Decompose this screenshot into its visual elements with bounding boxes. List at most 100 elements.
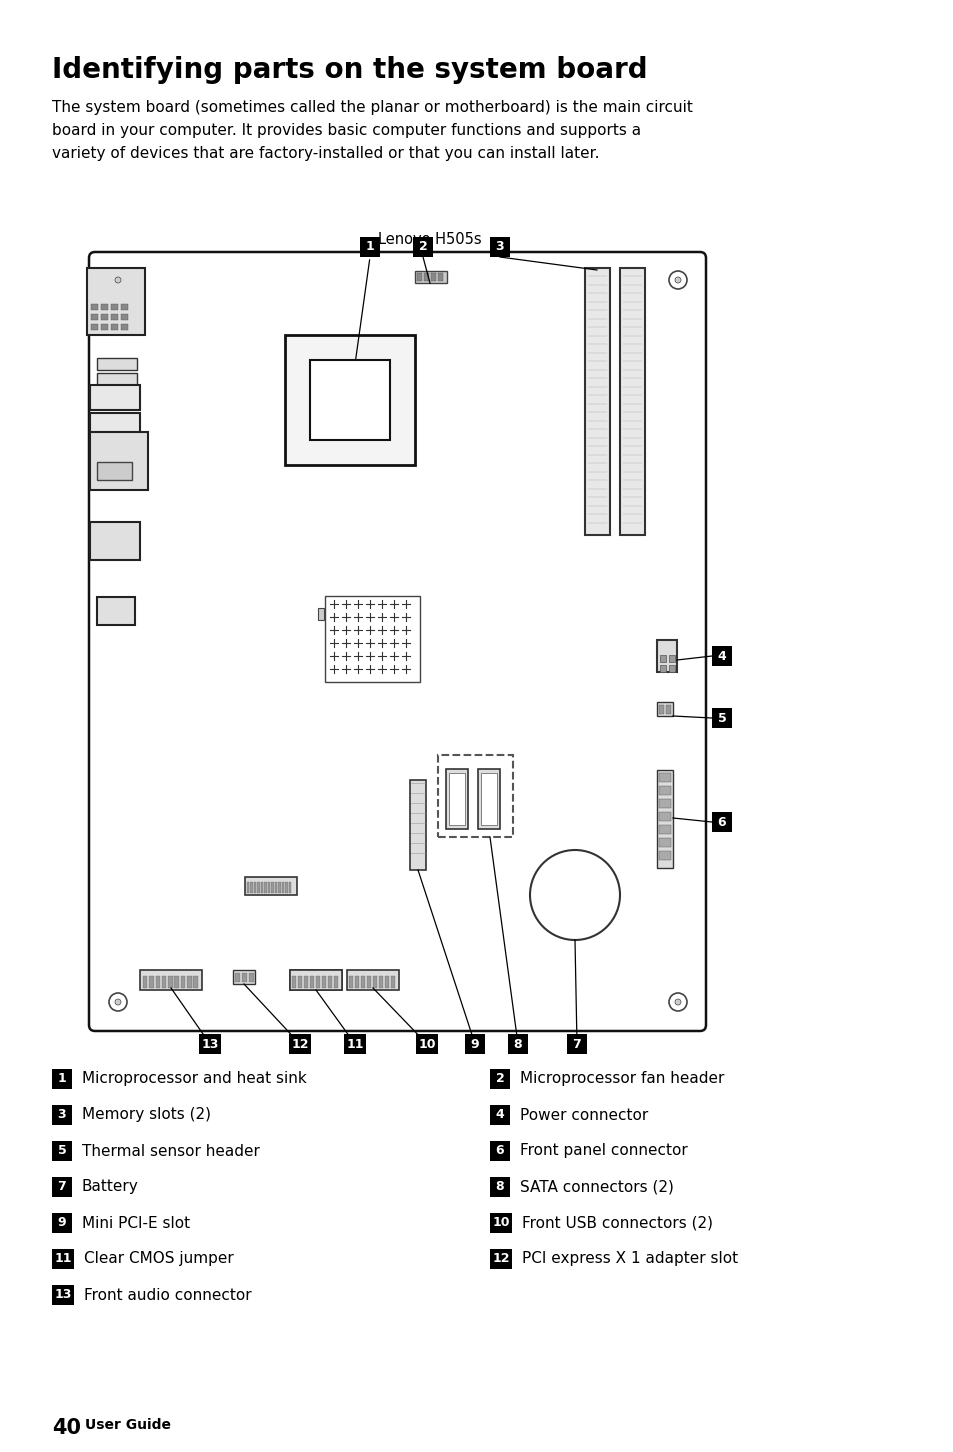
- Bar: [251, 881, 253, 893]
- Bar: [52, 1285, 74, 1305]
- Bar: [111, 303, 118, 309]
- Text: 1: 1: [57, 1073, 67, 1086]
- Text: Identifying parts on the system board: Identifying parts on the system board: [52, 57, 647, 84]
- Text: 11: 11: [346, 1038, 363, 1050]
- Text: 40: 40: [52, 1419, 81, 1437]
- Text: 2: 2: [496, 1073, 504, 1086]
- Bar: [373, 976, 377, 987]
- Bar: [464, 1034, 484, 1054]
- Text: 10: 10: [417, 1038, 436, 1050]
- Circle shape: [115, 999, 121, 1005]
- Bar: [349, 976, 354, 987]
- Bar: [187, 976, 192, 987]
- Text: 1: 1: [365, 241, 374, 254]
- Text: 9: 9: [470, 1038, 478, 1050]
- Circle shape: [668, 993, 686, 1011]
- Bar: [242, 973, 247, 982]
- Text: Power connector: Power connector: [519, 1108, 648, 1122]
- Bar: [143, 976, 148, 987]
- Circle shape: [109, 272, 127, 289]
- Bar: [490, 1105, 510, 1125]
- Bar: [290, 970, 341, 990]
- Bar: [711, 646, 731, 666]
- Bar: [659, 851, 670, 860]
- Text: Front audio connector: Front audio connector: [84, 1288, 252, 1302]
- Text: Front USB connectors (2): Front USB connectors (2): [521, 1215, 712, 1230]
- Bar: [490, 1141, 510, 1162]
- Text: Front panel connector: Front panel connector: [519, 1144, 687, 1159]
- Text: Clear CMOS jumper: Clear CMOS jumper: [84, 1252, 233, 1266]
- Text: Thermal sensor header: Thermal sensor header: [82, 1144, 259, 1159]
- Bar: [310, 976, 314, 987]
- Text: 4: 4: [717, 649, 725, 662]
- Bar: [437, 755, 513, 836]
- Bar: [657, 701, 672, 716]
- Bar: [317, 608, 324, 620]
- Text: 13: 13: [201, 1038, 218, 1050]
- Bar: [111, 324, 118, 330]
- Text: 7: 7: [57, 1180, 67, 1194]
- Bar: [290, 970, 341, 990]
- Text: 7: 7: [572, 1038, 580, 1050]
- Text: Mini PCI-E slot: Mini PCI-E slot: [82, 1215, 190, 1230]
- Bar: [289, 881, 292, 893]
- Bar: [665, 706, 670, 714]
- Bar: [431, 273, 436, 282]
- Text: 12: 12: [291, 1038, 309, 1050]
- Bar: [416, 273, 421, 282]
- Bar: [257, 881, 260, 893]
- Bar: [52, 1141, 71, 1162]
- Bar: [97, 359, 137, 370]
- Bar: [449, 772, 464, 825]
- Text: Battery: Battery: [82, 1179, 138, 1195]
- Bar: [659, 838, 670, 847]
- Bar: [174, 976, 179, 987]
- Bar: [285, 881, 288, 893]
- Bar: [292, 976, 296, 987]
- Bar: [359, 237, 379, 257]
- Bar: [97, 373, 137, 385]
- Bar: [90, 433, 148, 489]
- Bar: [659, 799, 670, 807]
- Bar: [437, 273, 442, 282]
- Bar: [490, 1178, 510, 1196]
- Text: 5: 5: [57, 1144, 67, 1157]
- Text: Lenovo H505s: Lenovo H505s: [377, 232, 481, 247]
- Circle shape: [675, 277, 680, 283]
- Bar: [490, 1212, 512, 1233]
- Bar: [52, 1212, 71, 1233]
- Bar: [619, 269, 644, 534]
- Text: 8: 8: [496, 1180, 504, 1194]
- Bar: [347, 970, 398, 990]
- Bar: [87, 269, 145, 335]
- Text: 13: 13: [54, 1288, 71, 1301]
- Bar: [52, 1249, 74, 1269]
- Bar: [249, 973, 253, 982]
- Bar: [566, 1034, 586, 1054]
- Bar: [97, 597, 135, 624]
- Bar: [261, 881, 263, 893]
- Bar: [289, 1034, 311, 1054]
- Bar: [140, 970, 202, 990]
- Bar: [711, 709, 731, 727]
- Text: 10: 10: [492, 1217, 509, 1230]
- Circle shape: [668, 272, 686, 289]
- FancyBboxPatch shape: [89, 253, 705, 1031]
- Bar: [325, 595, 419, 682]
- Bar: [659, 825, 670, 833]
- Bar: [52, 1105, 71, 1125]
- Bar: [328, 976, 333, 987]
- Text: SATA connectors (2): SATA connectors (2): [519, 1179, 673, 1195]
- Bar: [360, 976, 365, 987]
- Bar: [274, 881, 277, 893]
- Text: 4: 4: [496, 1108, 504, 1121]
- Bar: [391, 976, 395, 987]
- Bar: [181, 976, 185, 987]
- Bar: [657, 770, 672, 868]
- Bar: [91, 324, 98, 330]
- Bar: [149, 976, 153, 987]
- Text: 12: 12: [492, 1253, 509, 1266]
- Circle shape: [109, 993, 127, 1011]
- Bar: [233, 970, 254, 984]
- Bar: [155, 976, 160, 987]
